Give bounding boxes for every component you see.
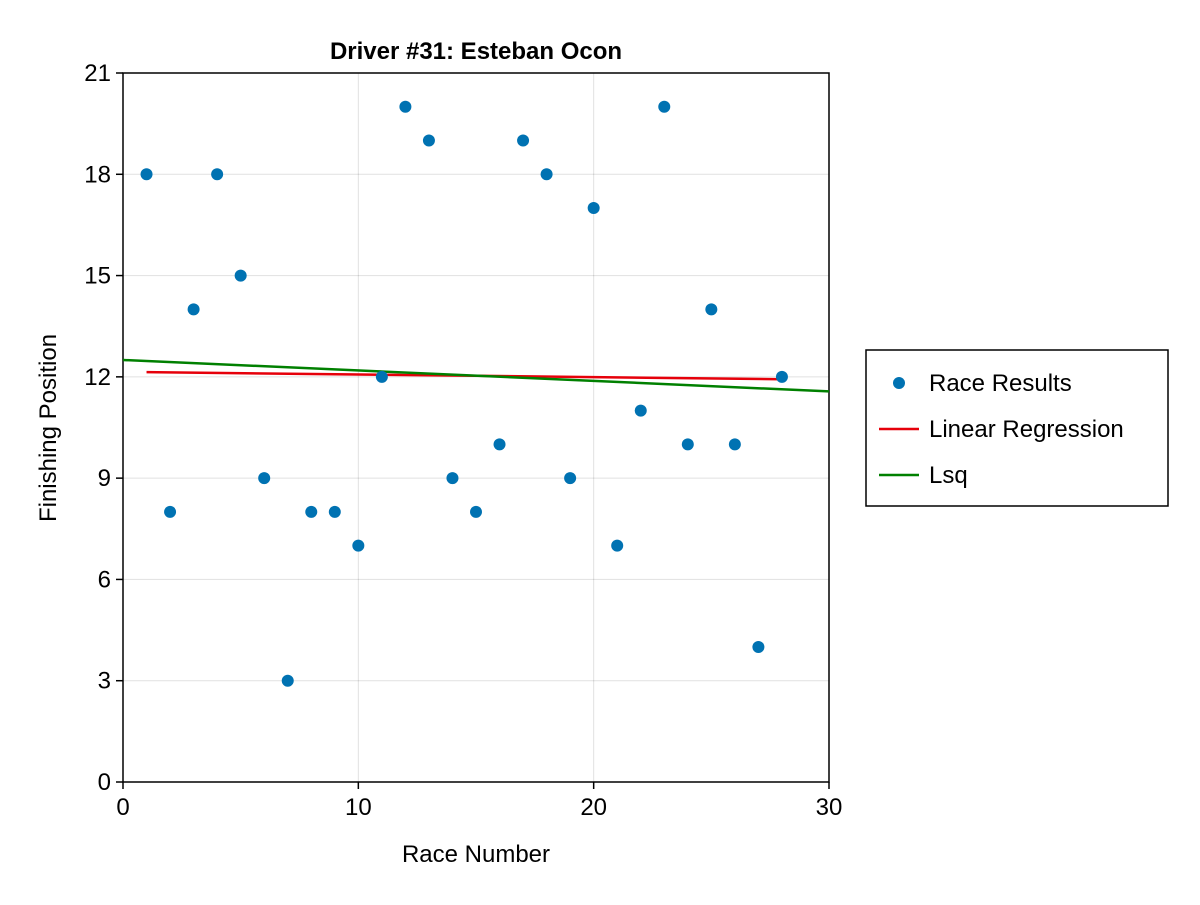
legend-label-race-results: Race Results — [929, 370, 1072, 397]
x-axis-label: Race Number — [402, 841, 550, 868]
grid-layer — [123, 73, 829, 782]
y-axis-label: Finishing Position — [35, 334, 62, 522]
y-tick-label: 9 — [98, 465, 111, 492]
data-point — [446, 472, 459, 485]
data-point — [564, 472, 577, 485]
y-tick-label: 12 — [84, 364, 111, 391]
data-point — [587, 202, 600, 215]
data-point — [517, 134, 530, 147]
data-point — [422, 134, 435, 147]
data-point — [752, 640, 765, 653]
data-point — [470, 505, 482, 518]
data-point — [728, 438, 741, 451]
x-tick-label: 0 — [116, 794, 129, 821]
y-tick-label: 21 — [84, 60, 111, 87]
data-point — [540, 168, 553, 181]
data-point — [164, 505, 177, 518]
legend-label-lsq: Lsq — [929, 462, 968, 489]
y-tick-label: 18 — [84, 161, 111, 188]
series-layer — [122, 100, 830, 687]
data-point — [399, 100, 412, 113]
data-point — [705, 303, 718, 316]
x-tick-label: 20 — [580, 794, 607, 821]
data-point — [281, 674, 294, 687]
y-tick-label: 15 — [84, 263, 111, 290]
axes-layer: 0 10 20 30 0 3 6 9 12 15 18 21 — [84, 60, 842, 821]
data-point — [140, 168, 153, 181]
data-point — [634, 404, 647, 417]
chart-title: Driver #31: Esteban Ocon — [330, 38, 622, 65]
data-point — [328, 505, 341, 518]
data-point — [375, 370, 388, 383]
data-point — [234, 269, 247, 282]
legend-marker-race-results — [893, 377, 905, 389]
data-point — [681, 438, 694, 451]
data-point — [611, 539, 624, 552]
plot-frame — [122, 72, 830, 783]
y-tick-label: 6 — [98, 566, 111, 593]
data-point — [305, 505, 318, 518]
data-point — [258, 472, 271, 485]
x-tick-label: 30 — [816, 794, 843, 821]
legend: Race Results Linear Regression Lsq — [865, 349, 1169, 507]
x-tick-label: 10 — [345, 794, 372, 821]
data-point — [187, 303, 200, 316]
legend-label-linear-regression: Linear Regression — [929, 416, 1124, 443]
data-point — [493, 438, 506, 451]
data-point — [211, 168, 224, 181]
y-tick-label: 3 — [98, 668, 111, 695]
lsq-line — [122, 358, 830, 393]
y-tick-label: 0 — [98, 769, 111, 796]
data-point — [352, 539, 365, 552]
data-point — [658, 100, 671, 113]
data-point — [775, 370, 788, 383]
